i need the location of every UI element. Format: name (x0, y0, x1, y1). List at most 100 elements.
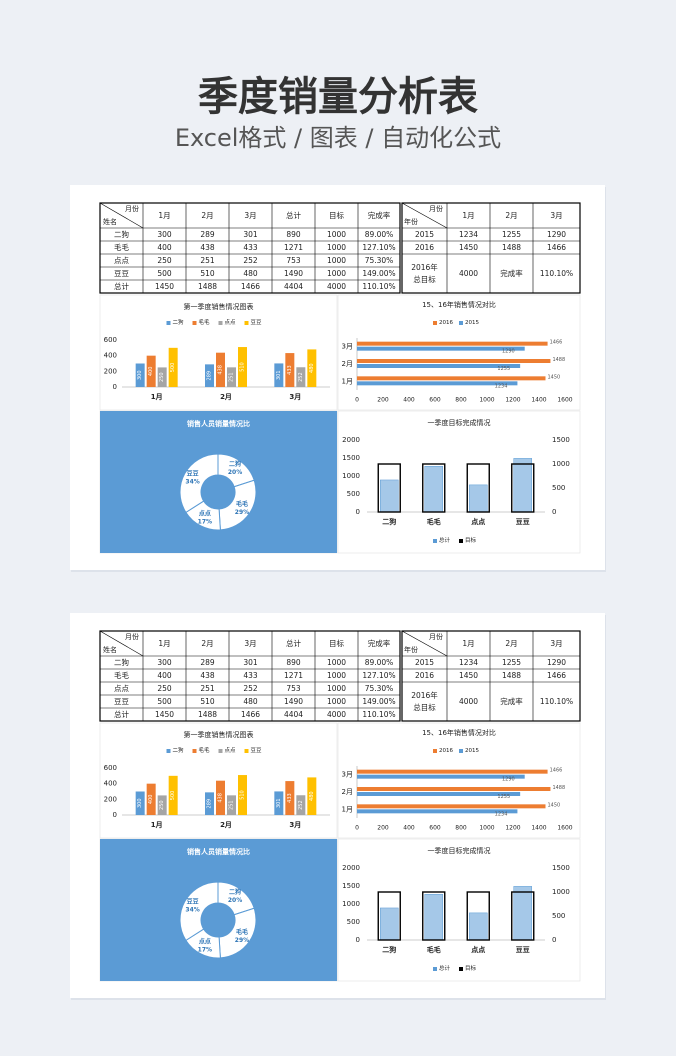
cell: 总计 (114, 281, 129, 291)
bar (168, 775, 178, 815)
data-label: 1466 (550, 768, 563, 774)
cell: 251 (200, 256, 215, 265)
data-label: 438 (218, 365, 224, 375)
y-tick-label: 400 (104, 780, 117, 788)
cell: 1488 (502, 671, 521, 680)
target-label: 2016年 (411, 262, 438, 272)
slice-value: 29% (235, 509, 249, 516)
x-tick-label: 1600 (557, 397, 572, 404)
x-tick-label: 二狗 (382, 517, 396, 526)
cell: 1450 (459, 671, 478, 680)
chart-panel (337, 410, 581, 554)
x-tick-label: 3月 (289, 393, 301, 401)
table-border (401, 630, 581, 722)
x-tick-label: 1000 (479, 397, 494, 404)
x-tick-label: 豆豆 (516, 946, 530, 954)
legend-marker (433, 321, 437, 325)
corner-label: 月份 (125, 204, 139, 213)
y-tick-label: 0 (356, 936, 360, 944)
y-tick-label: 1月 (342, 377, 353, 385)
target-value: 4000 (459, 697, 478, 706)
bar (274, 791, 284, 815)
cell: 1466 (547, 671, 566, 680)
data-label: 301 (276, 798, 282, 808)
column-header: 2月 (505, 211, 517, 220)
chart-background (100, 839, 337, 981)
legend-marker (218, 321, 223, 325)
x-tick-label: 0 (355, 825, 359, 832)
column-header: 总计 (286, 638, 301, 648)
data-label: 400 (148, 795, 154, 805)
x-tick-label: 800 (455, 397, 467, 404)
data-label: 438 (218, 793, 224, 803)
bar (357, 376, 546, 381)
bar (357, 359, 551, 363)
cell: 127.10% (362, 671, 395, 680)
cell: 250 (157, 684, 172, 693)
bar (238, 775, 247, 815)
y-tick-label: 600 (104, 336, 117, 344)
target-box (511, 463, 535, 513)
y-tick-label: 0 (356, 508, 360, 516)
cell: 点点 (114, 684, 129, 693)
chart-title: 第一季度销售情况图表 (184, 302, 254, 311)
chart-panel (337, 838, 581, 982)
legend-marker (192, 321, 197, 325)
legend-label: 点点 (225, 319, 237, 326)
legend-marker (459, 967, 463, 971)
column-header: 1月 (462, 639, 474, 648)
cell: 1490 (284, 697, 303, 706)
cell: 89.00% (365, 230, 394, 239)
chart-panel (99, 722, 338, 839)
legend-marker (244, 749, 249, 753)
x-tick-label: 1月 (151, 393, 163, 401)
rate-label: 完成率 (500, 696, 523, 706)
x-tick-label: 800 (455, 825, 467, 832)
bar (307, 777, 317, 815)
target-box (466, 891, 490, 941)
column-header: 1月 (158, 211, 170, 220)
target-box (422, 891, 446, 941)
bar (205, 792, 214, 815)
cell: 433 (243, 243, 258, 252)
column-header: 目标 (329, 638, 344, 648)
cell: 1466 (547, 243, 566, 252)
cell: 300 (157, 658, 172, 667)
legend-marker (459, 539, 463, 543)
bar (357, 381, 518, 386)
corner-diagonal (99, 202, 144, 229)
column-header: 3月 (550, 639, 562, 648)
cell: 510 (200, 697, 215, 706)
page-subtitle: Excel格式 / 图表 / 自动化公式 (175, 124, 501, 152)
cell: 2016 (415, 671, 434, 680)
slice-label: 毛毛 (236, 928, 248, 936)
data-label: 1255 (497, 794, 510, 800)
x-tick-label: 200 (377, 397, 389, 404)
cell: 1290 (547, 230, 566, 239)
corner-label: 月份 (429, 632, 443, 641)
cell: 1488 (502, 243, 521, 252)
legend-marker (218, 749, 223, 753)
cell: 1000 (327, 671, 346, 680)
x-tick-label: 点点 (471, 517, 485, 526)
bar (357, 774, 525, 779)
cell: 1000 (327, 269, 346, 278)
bar (469, 484, 488, 513)
cell: 753 (286, 256, 301, 265)
y-tick-label: 500 (347, 918, 360, 926)
cell: 753 (286, 684, 301, 693)
data-label: 400 (148, 367, 154, 377)
y2-tick-label: 1000 (552, 888, 570, 896)
cell: 252 (243, 684, 258, 693)
cell: 890 (286, 658, 301, 667)
cell: 1000 (327, 230, 346, 239)
cell: 149.00% (362, 697, 395, 706)
legend-marker (192, 749, 197, 753)
data-label: 1290 (502, 777, 515, 783)
cell: 1000 (327, 697, 346, 706)
legend-marker (459, 321, 463, 325)
cell: 301 (243, 658, 258, 667)
legend-label: 总计 (439, 536, 451, 544)
legend-label: 二狗 (173, 318, 185, 326)
